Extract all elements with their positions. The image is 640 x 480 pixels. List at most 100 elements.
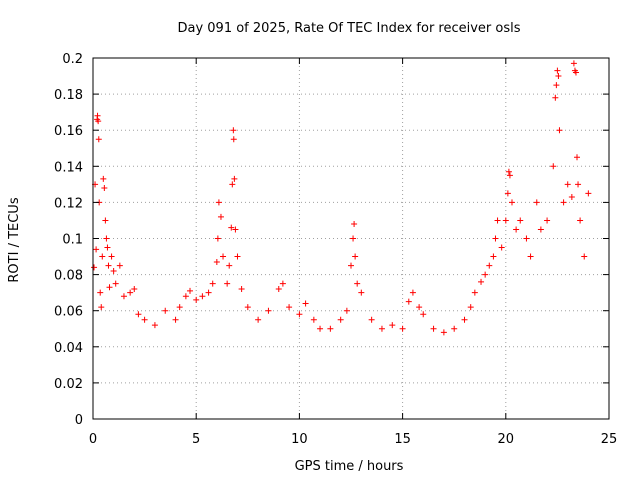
data-point — [104, 244, 111, 251]
data-point — [560, 199, 567, 206]
data-point — [351, 221, 358, 228]
data-point — [354, 280, 361, 287]
data-points — [91, 60, 592, 336]
data-point — [554, 67, 561, 74]
y-tick-label: 0.14 — [54, 160, 83, 175]
data-point — [162, 307, 169, 314]
x-tick-label: 20 — [498, 432, 515, 447]
y-tick-label: 0.02 — [54, 377, 83, 392]
data-point — [506, 172, 513, 179]
data-point — [310, 316, 317, 323]
data-point — [555, 73, 562, 80]
data-point — [229, 181, 236, 188]
chart-title: Day 091 of 2025, Rate Of TEC Index for r… — [177, 21, 520, 36]
data-point — [110, 267, 117, 274]
data-point — [492, 235, 499, 242]
data-point — [471, 289, 478, 296]
data-point — [230, 136, 237, 143]
data-point — [238, 286, 245, 293]
data-point — [317, 325, 324, 332]
x-tick-label: 0 — [89, 432, 97, 447]
data-point — [244, 304, 251, 311]
data-point — [99, 253, 106, 260]
data-point — [575, 181, 582, 188]
data-point — [451, 325, 458, 332]
x-tick-label: 15 — [394, 432, 411, 447]
data-point — [265, 307, 272, 314]
data-point — [343, 307, 350, 314]
data-point — [523, 235, 530, 242]
y-tick-label: 0.04 — [54, 341, 83, 356]
data-point — [228, 224, 235, 231]
data-point — [103, 235, 110, 242]
data-point — [205, 289, 212, 296]
data-point — [108, 253, 115, 260]
data-point — [358, 289, 365, 296]
data-point — [275, 286, 282, 293]
x-tick-labels: 0 5 10 15 20 25 — [89, 432, 617, 447]
data-point — [533, 199, 540, 206]
y-tick-label: 0.12 — [54, 196, 83, 211]
y-tick-label: 0.2 — [62, 52, 83, 67]
data-point — [215, 199, 222, 206]
data-point — [502, 217, 509, 224]
grid-lines — [93, 58, 609, 419]
data-point — [98, 304, 105, 311]
data-point — [106, 284, 113, 291]
data-point — [368, 316, 375, 323]
data-point — [527, 253, 534, 260]
data-point — [232, 226, 239, 233]
data-point — [568, 193, 575, 200]
axis-ticks — [92, 57, 610, 420]
data-point — [498, 244, 505, 251]
data-point — [490, 253, 497, 260]
data-point — [187, 287, 194, 294]
data-point — [95, 136, 102, 143]
data-point — [504, 190, 511, 197]
x-axis-label: GPS time / hours — [295, 459, 404, 474]
data-point — [234, 253, 241, 260]
data-point — [405, 298, 412, 305]
data-point — [513, 226, 520, 233]
data-point — [95, 118, 102, 125]
data-point — [494, 217, 501, 224]
data-point — [486, 262, 493, 269]
data-point — [91, 264, 98, 271]
data-point — [151, 322, 158, 329]
data-point — [296, 311, 303, 318]
data-point — [199, 293, 206, 300]
y-tick-label: 0 — [75, 413, 83, 428]
data-point — [378, 325, 385, 332]
data-point — [176, 304, 183, 311]
data-point — [209, 280, 216, 287]
data-point — [182, 293, 189, 300]
data-point — [286, 304, 293, 311]
data-point — [430, 325, 437, 332]
data-point — [585, 190, 592, 197]
data-point — [112, 280, 119, 287]
data-point — [409, 289, 416, 296]
data-point — [193, 296, 200, 303]
data-point — [420, 311, 427, 318]
x-tick-label: 25 — [601, 432, 618, 447]
data-point — [550, 163, 557, 170]
data-point — [505, 168, 512, 175]
data-point — [217, 213, 224, 220]
y-tick-label: 0.08 — [54, 269, 83, 284]
data-point — [581, 253, 588, 260]
data-point — [327, 325, 334, 332]
data-point — [101, 184, 108, 191]
data-point — [577, 217, 584, 224]
data-point — [135, 311, 142, 318]
data-point — [131, 286, 138, 293]
data-point — [116, 262, 123, 269]
data-point — [337, 316, 344, 323]
data-point — [350, 235, 357, 242]
y-tick-label: 0.1 — [62, 233, 83, 248]
data-point — [570, 60, 577, 67]
data-point — [102, 217, 109, 224]
data-point — [93, 246, 100, 253]
data-point — [172, 316, 179, 323]
